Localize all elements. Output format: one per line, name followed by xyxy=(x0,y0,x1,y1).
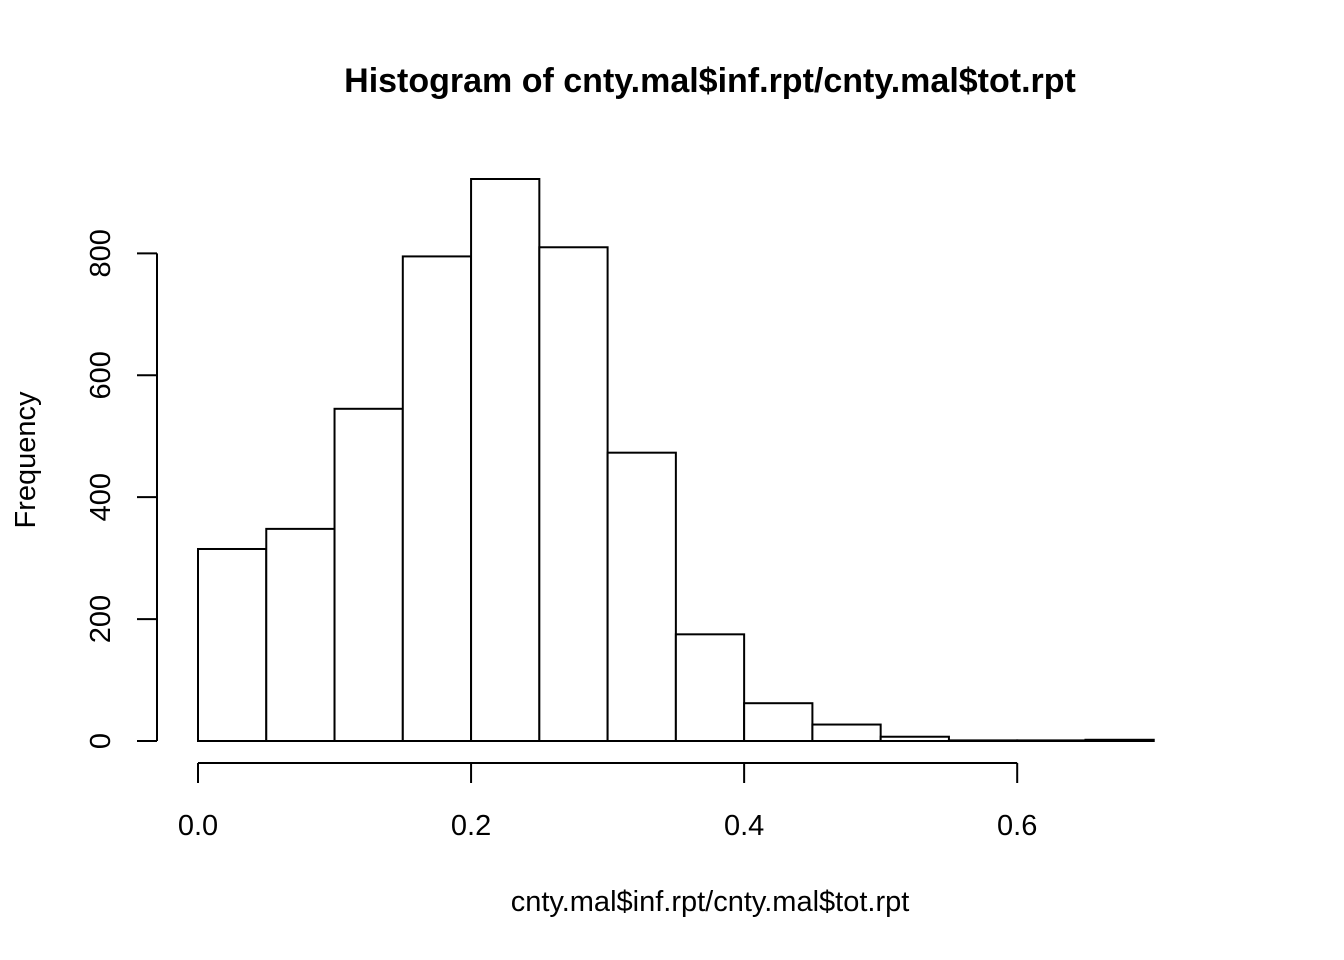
x-axis-label: cnty.mal$inf.rpt/cnty.mal$tot.rpt xyxy=(511,886,910,918)
histogram-bar xyxy=(538,246,609,742)
histogram-bar xyxy=(470,178,541,742)
histogram-bar xyxy=(879,735,950,743)
histogram-bar xyxy=(197,547,268,742)
histogram-bar xyxy=(265,527,336,743)
histogram-bar xyxy=(401,255,473,742)
histogram-bar xyxy=(674,633,746,742)
histogram-bar xyxy=(1084,738,1155,742)
histogram-bar xyxy=(743,702,814,743)
bars-group xyxy=(197,178,1155,743)
histogram-bar xyxy=(333,407,404,742)
y-tick-label: 400 xyxy=(85,473,117,521)
x-axis: 0.0 0.2 0.4 0.6 xyxy=(178,762,1037,842)
x-tick-label: 0.6 xyxy=(997,810,1037,842)
chart-title: Histogram of cnty.mal$inf.rpt/cnty.mal$t… xyxy=(344,62,1076,100)
y-tick-label: 600 xyxy=(85,351,117,399)
y-axis-label: Frequency xyxy=(10,391,42,529)
y-axis: 0 200 400 600 800 xyxy=(85,229,158,749)
y-tick-label: 200 xyxy=(85,595,117,643)
y-tick-label: 0 xyxy=(85,733,117,749)
x-tick-label: 0.0 xyxy=(178,810,218,842)
y-tick-label: 800 xyxy=(85,229,117,277)
x-tick-label: 0.2 xyxy=(451,810,491,842)
x-tick-label: 0.4 xyxy=(724,810,764,842)
histogram-bar xyxy=(606,451,677,742)
histogram-bar xyxy=(947,739,1019,742)
histogram-bar xyxy=(811,723,882,742)
histogram-bar xyxy=(1016,739,1087,742)
